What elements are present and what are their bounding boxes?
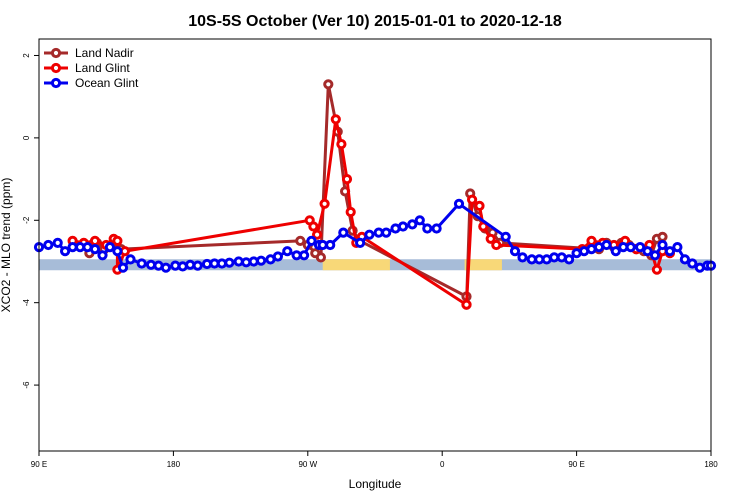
data-point [422, 223, 433, 234]
data-point [407, 219, 418, 230]
x-tick-label: 0 [440, 460, 445, 469]
data-point [330, 114, 341, 125]
data-point [364, 229, 375, 240]
legend-item: Land Nadir [44, 46, 134, 60]
data-point [89, 235, 101, 246]
data-point [610, 246, 621, 257]
data-point [312, 229, 323, 240]
legend-swatch-point [50, 47, 62, 59]
data-point [299, 250, 310, 261]
data-point [651, 264, 663, 275]
data-point [345, 206, 356, 218]
data-point [323, 79, 334, 90]
data-point [649, 250, 661, 261]
y-tick-label: 0 [22, 135, 31, 140]
legend-swatch-point [50, 77, 62, 89]
y-tick-label: -4 [22, 299, 31, 307]
data-point [672, 242, 683, 253]
data-point [474, 200, 485, 211]
data-point [112, 246, 123, 257]
x-tick-label: 90 W [298, 460, 317, 469]
data-point [517, 252, 528, 263]
legend-label: Ocean Glint [75, 76, 139, 90]
data-point [687, 258, 698, 269]
data-point [325, 239, 336, 251]
plot-frame [38, 38, 712, 452]
data-point [586, 235, 597, 246]
data-point [657, 231, 668, 242]
data-point [224, 257, 235, 268]
data-point [117, 262, 129, 273]
x-tick-label: 90 E [31, 460, 47, 469]
data-point [306, 235, 317, 246]
data-point [319, 198, 330, 209]
series-land-nadir [84, 79, 668, 310]
y-tick-label: -6 [22, 381, 31, 389]
data-point [485, 233, 496, 244]
legend-swatch-point [50, 62, 62, 74]
data-point [414, 215, 425, 226]
legend-item: Ocean Glint [44, 76, 139, 90]
data-point [52, 237, 63, 248]
series-ocean-glint [33, 198, 717, 273]
data-point [315, 252, 326, 263]
data-point [272, 251, 283, 262]
data-point [338, 227, 349, 238]
data-point [295, 235, 306, 246]
data-point [282, 246, 293, 257]
x-tick-label: 90 E [568, 460, 584, 469]
x-axis: 90 E 180 90 W 0 90 E 180 [31, 451, 718, 469]
data-point [467, 194, 478, 205]
data-point [664, 246, 676, 257]
data-point [509, 246, 521, 257]
y-axis-label: XCO2 - MLO trend (ppm) [0, 178, 13, 313]
data-point [112, 235, 123, 246]
data-point [478, 221, 489, 232]
data-point [43, 239, 54, 251]
y-tick-label: 2 [22, 53, 31, 58]
data-point [308, 221, 319, 232]
x-axis-label: Longitude [349, 477, 402, 491]
y-tick-label: -2 [22, 216, 31, 224]
data-point [104, 242, 116, 253]
data-point [453, 198, 465, 209]
chart-title: 10S-5S October (Ver 10) 2015-01-01 to 20… [188, 13, 562, 30]
data-point [192, 260, 203, 271]
data-point [601, 239, 612, 251]
series-line [88, 82, 664, 307]
data-point [625, 242, 636, 253]
data-point [381, 227, 392, 238]
data-point [397, 221, 409, 232]
legend-label: Land Glint [75, 61, 130, 75]
data-point [642, 246, 653, 257]
y-axis: 2 0 -2 -4 -6 [22, 53, 39, 389]
legend-label: Land Nadir [75, 46, 134, 60]
data-point [160, 262, 171, 273]
plot-area [33, 79, 717, 310]
data-point [491, 239, 502, 251]
data-point [89, 244, 101, 255]
data-point [60, 246, 71, 257]
x-tick-label: 180 [704, 460, 718, 469]
data-point [355, 237, 366, 248]
data-point [336, 139, 347, 150]
x-tick-label: 180 [167, 460, 181, 469]
data-point [256, 255, 267, 266]
series-line [72, 117, 671, 307]
legend-item: Land Glint [44, 61, 130, 75]
data-point [679, 254, 691, 265]
series-land-glint [67, 114, 676, 310]
data-point [657, 239, 668, 251]
data-point [461, 299, 472, 310]
data-point [125, 254, 136, 265]
data-point [635, 242, 646, 253]
data-point [500, 231, 511, 242]
data-point [431, 223, 442, 234]
data-point [97, 250, 108, 261]
data-point [564, 254, 575, 265]
data-point [136, 258, 147, 269]
data-point [341, 174, 353, 185]
